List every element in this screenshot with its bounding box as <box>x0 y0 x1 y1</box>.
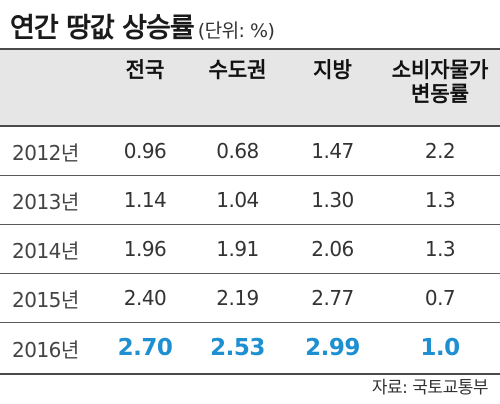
value-cell: 1.47 <box>311 139 354 163</box>
value-cell: 1.30 <box>311 188 354 212</box>
table-header-row: 전국 수도권 지방 소비자물가 변동률 <box>0 48 500 127</box>
header-cell-empty <box>0 50 100 125</box>
header-cell-cpi-change: 소비자물가 변동률 <box>391 58 489 106</box>
table-row: 2015년 2.40 2.19 2.77 0.7 <box>0 274 500 323</box>
value-cell: 2.40 <box>123 286 167 310</box>
row-year-label: 2015년 <box>12 287 79 312</box>
highlighted-value-cell: 1.0 <box>420 335 460 361</box>
value-cell: 0.96 <box>123 139 167 163</box>
value-cell: 0.7 <box>424 286 456 310</box>
value-cell: 1.96 <box>123 237 167 261</box>
table-row-highlighted: 2016년 2.70 2.53 2.99 1.0 <box>0 323 500 375</box>
highlighted-value-cell: 2.99 <box>305 335 360 361</box>
row-year-label: 2016년 <box>12 337 79 362</box>
value-cell: 1.14 <box>123 188 167 212</box>
value-cell: 1.3 <box>424 237 456 261</box>
source-note: 자료: 국토교통부 <box>371 378 489 398</box>
chart-title: 연간 땅값 상승률 <box>10 13 195 44</box>
header-cell-nationwide: 전국 <box>125 58 165 82</box>
row-year-label: 2012년 <box>12 140 79 165</box>
highlighted-value-cell: 2.70 <box>117 335 173 361</box>
header-cell-provinces: 지방 <box>313 58 352 82</box>
value-cell: 1.04 <box>216 188 259 212</box>
table-row: 2014년 1.96 1.91 2.06 1.3 <box>0 225 500 274</box>
table-row: 2013년 1.14 1.04 1.30 1.3 <box>0 176 500 225</box>
header-cell-capital-region: 수도권 <box>208 58 267 82</box>
row-year-label: 2014년 <box>12 238 79 263</box>
value-cell: 1.91 <box>216 237 259 261</box>
value-cell: 1.3 <box>424 188 456 212</box>
value-cell: 2.06 <box>311 237 354 261</box>
value-cell: 2.19 <box>216 286 259 310</box>
highlighted-value-cell: 2.53 <box>210 335 265 361</box>
row-year-label: 2013년 <box>12 189 79 214</box>
unit-label: (단위: %) <box>197 20 275 42</box>
table-row: 2012년 0.96 0.68 1.47 2.2 <box>0 127 500 176</box>
value-cell: 2.77 <box>311 286 354 310</box>
data-table: 전국 수도권 지방 소비자물가 변동률 2012년 0.96 0.68 1.47… <box>0 48 500 375</box>
value-cell: 2.2 <box>424 139 456 163</box>
chart-title-row: 연간 땅값 상승률 (단위: %) <box>10 6 275 46</box>
value-cell: 0.68 <box>216 139 259 163</box>
